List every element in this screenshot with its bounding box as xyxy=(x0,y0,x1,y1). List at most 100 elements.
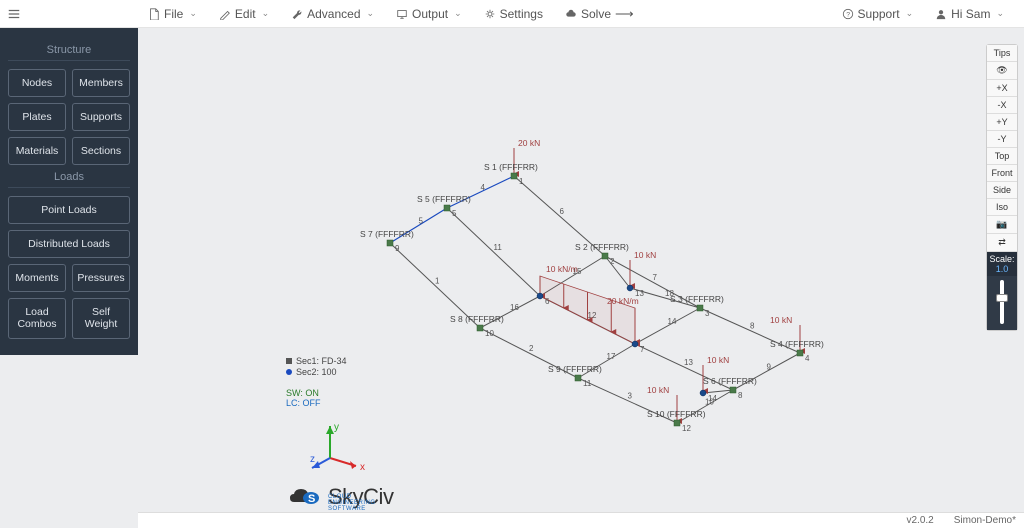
svg-text:10 kN: 10 kN xyxy=(647,385,669,395)
svg-text:S 2 (FFFFRR): S 2 (FFFFRR) xyxy=(575,242,629,252)
hamburger-menu[interactable] xyxy=(0,0,28,28)
svg-text:4: 4 xyxy=(481,183,486,192)
svg-text:1: 1 xyxy=(519,177,524,186)
menu-settings[interactable]: Settings xyxy=(474,3,553,25)
skyciv-logo: S SkyCiv CLOUD ENGINEERING SOFTWARE xyxy=(286,484,393,510)
btn-supports[interactable]: Supports xyxy=(72,103,130,131)
view-btn-+x[interactable]: +X xyxy=(987,80,1017,97)
svg-text:9: 9 xyxy=(395,244,400,253)
btn-members[interactable]: Members xyxy=(72,69,130,97)
project-name: Simon-Demo* xyxy=(954,515,1016,526)
svg-text:1: 1 xyxy=(435,277,440,286)
structure-diagram: 45678123111213151614179101810 kN/m20 kN/… xyxy=(138,28,1024,528)
svg-text:7: 7 xyxy=(653,273,658,282)
svg-text:10: 10 xyxy=(485,329,494,338)
btn-point-loads[interactable]: Point Loads xyxy=(8,196,130,224)
svg-text:y: y xyxy=(334,422,339,433)
svg-text:x: x xyxy=(360,462,365,473)
btn-materials[interactable]: Materials xyxy=(8,137,66,165)
load-combo-status: LC: OFF xyxy=(286,398,321,408)
svg-text:4: 4 xyxy=(805,354,810,363)
svg-text:8: 8 xyxy=(750,322,755,331)
left-sidebar: Structure NodesMembersPlatesSupportsMate… xyxy=(0,28,138,355)
scale-slider[interactable] xyxy=(987,276,1017,330)
view-btn-side[interactable]: Side xyxy=(987,182,1017,199)
status-flags: SW: ON LC: OFF xyxy=(286,388,321,408)
svg-text:9: 9 xyxy=(767,363,772,372)
svg-text:3: 3 xyxy=(705,309,710,318)
svg-text:5: 5 xyxy=(452,209,457,218)
btn-self-weight[interactable]: SelfWeight xyxy=(72,298,130,338)
svg-text:2: 2 xyxy=(610,257,615,266)
view-btn--x[interactable]: -X xyxy=(987,97,1017,114)
view-btn-[interactable]: 👁 xyxy=(987,62,1017,80)
svg-text:20 kN: 20 kN xyxy=(518,138,540,148)
svg-text:14: 14 xyxy=(708,394,717,403)
view-btn-front[interactable]: Front xyxy=(987,165,1017,182)
svg-text:6: 6 xyxy=(560,207,565,216)
btn-pressures[interactable]: Pressures xyxy=(72,264,130,292)
view-btn-[interactable]: ⇄ xyxy=(987,234,1017,252)
svg-text:8: 8 xyxy=(738,391,743,400)
svg-text:S: S xyxy=(308,493,315,505)
menu-advanced[interactable]: Advanced⌄ xyxy=(281,3,384,25)
svg-text:5: 5 xyxy=(419,217,424,226)
menu-output[interactable]: Output⌄ xyxy=(386,3,472,25)
self-weight-status: SW: ON xyxy=(286,388,321,398)
svg-text:10 kN: 10 kN xyxy=(770,315,792,325)
svg-text:11: 11 xyxy=(583,379,592,388)
svg-text:S 8 (FFFFRR): S 8 (FFFFRR) xyxy=(450,314,504,324)
view-btn-top[interactable]: Top xyxy=(987,148,1017,165)
svg-text:S 9 (FFFFRR): S 9 (FFFFRR) xyxy=(548,364,602,374)
svg-text:6: 6 xyxy=(545,297,550,306)
btn-distributed-loads[interactable]: Distributed Loads xyxy=(8,230,130,258)
axis-indicator: x y z xyxy=(310,420,370,480)
view-btn-+y[interactable]: +Y xyxy=(987,114,1017,131)
menu-edit[interactable]: Edit⌄ xyxy=(209,3,279,25)
btn-moments[interactable]: Moments xyxy=(8,264,66,292)
svg-text:13: 13 xyxy=(684,358,693,367)
menu-hi sam[interactable]: Hi Sam⌄ xyxy=(925,3,1014,25)
svg-text:S 10 (FFFFRR): S 10 (FFFFRR) xyxy=(647,409,706,419)
section-legend: Sec1: FD-34Sec2: 100 xyxy=(286,356,347,378)
svg-text:10 kN: 10 kN xyxy=(707,355,729,365)
svg-text:S 6 (FFFFRR): S 6 (FFFFRR) xyxy=(703,376,757,386)
view-btn-tips[interactable]: Tips xyxy=(987,45,1017,62)
svg-text:20 kN/m: 20 kN/m xyxy=(607,296,639,306)
svg-text:2: 2 xyxy=(529,344,534,353)
svg-text:10 kN: 10 kN xyxy=(634,250,656,260)
top-menubar: File⌄Edit⌄Advanced⌄Output⌄SettingsSolve⟶… xyxy=(0,0,1024,28)
view-btn-[interactable]: 📷 xyxy=(987,216,1017,234)
view-btn--y[interactable]: -Y xyxy=(987,131,1017,148)
svg-text:14: 14 xyxy=(668,317,677,326)
svg-text:16: 16 xyxy=(510,303,519,312)
menu-support[interactable]: ?Support⌄ xyxy=(832,3,924,25)
svg-text:11: 11 xyxy=(494,243,503,252)
model-canvas[interactable]: 45678123111213151614179101810 kN/m20 kN/… xyxy=(138,28,1024,528)
menu-solve[interactable]: Solve⟶ xyxy=(555,2,644,26)
view-toolbar: Tips👁+X-X+Y-YTopFrontSideIso📷⇄Scale:1.0 xyxy=(986,44,1018,331)
menu-file[interactable]: File⌄ xyxy=(138,3,207,25)
svg-text:12: 12 xyxy=(682,424,691,433)
view-btn-iso[interactable]: Iso xyxy=(987,199,1017,216)
svg-text:13: 13 xyxy=(635,289,644,298)
svg-text:S 4 (FFFFRR): S 4 (FFFFRR) xyxy=(770,339,824,349)
svg-text:10 kN/m: 10 kN/m xyxy=(546,264,578,274)
svg-text:7: 7 xyxy=(640,345,645,354)
btn-sections[interactable]: Sections xyxy=(72,137,130,165)
svg-text:S 7 (FFFFRR): S 7 (FFFFRR) xyxy=(360,229,414,239)
status-bar: v2.0.2 Simon-Demo* xyxy=(138,512,1024,528)
btn-plates[interactable]: Plates xyxy=(8,103,66,131)
scale-label: Scale:1.0 xyxy=(987,252,1017,276)
logo-tagline: CLOUD ENGINEERING SOFTWARE xyxy=(328,494,393,512)
btn-nodes[interactable]: Nodes xyxy=(8,69,66,97)
svg-text:S 1 (FFFFRR): S 1 (FFFFRR) xyxy=(484,162,538,172)
svg-text:S 5 (FFFFRR): S 5 (FFFFRR) xyxy=(417,194,471,204)
svg-text:?: ? xyxy=(846,11,850,18)
sidebar-heading-loads: Loads xyxy=(8,171,130,188)
svg-text:17: 17 xyxy=(607,352,616,361)
svg-text:S 3 (FFFFRR): S 3 (FFFFRR) xyxy=(670,294,724,304)
svg-text:z: z xyxy=(310,454,315,465)
sidebar-heading-structure: Structure xyxy=(8,44,130,61)
btn-load-combos[interactable]: LoadCombos xyxy=(8,298,66,338)
